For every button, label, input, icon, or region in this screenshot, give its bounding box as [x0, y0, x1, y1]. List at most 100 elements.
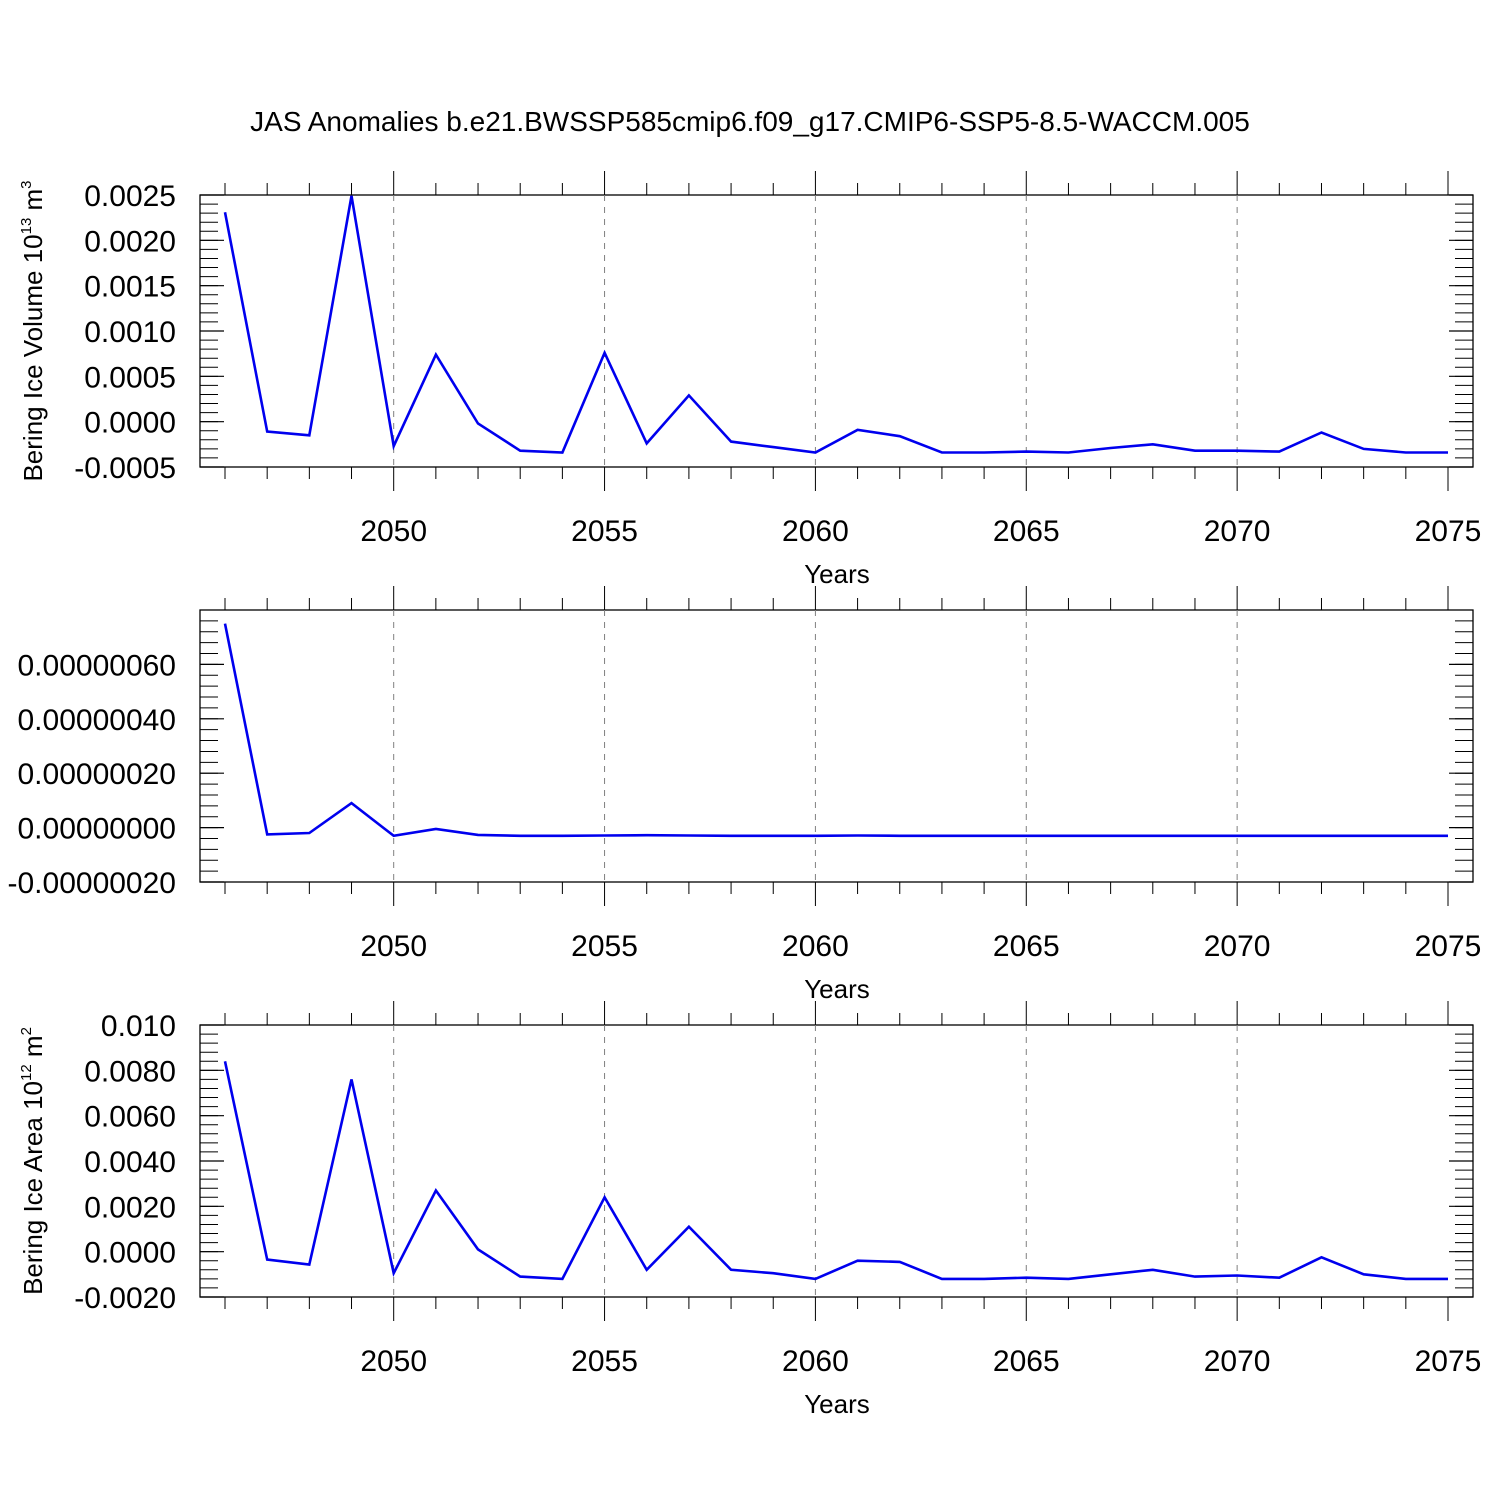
data-point: [560, 834, 564, 838]
data-point: [729, 440, 733, 444]
data-point: [1193, 1275, 1197, 1279]
x-axis-label: Years: [804, 1389, 870, 1419]
data-point: [771, 1271, 775, 1275]
data-point: [518, 1275, 522, 1279]
data-point: [1109, 446, 1113, 450]
data-point: [392, 1271, 396, 1275]
data-point: [1446, 834, 1450, 838]
data-point: [434, 353, 438, 357]
data-point: [1151, 834, 1155, 838]
data-point: [476, 421, 480, 425]
y-tick-label: 0.010: [101, 1010, 176, 1043]
x-tick-label: 2065: [993, 1345, 1060, 1378]
data-point: [1319, 834, 1323, 838]
x-tick-label: 2060: [782, 515, 849, 548]
data-point: [603, 351, 607, 355]
y-tick-label: 0.0015: [84, 271, 176, 304]
data-point: [687, 393, 691, 397]
series-line: [223, 623, 1448, 838]
y-tick-label: 0.0040: [84, 1146, 176, 1179]
data-point: [813, 450, 817, 454]
data-point: [1109, 1272, 1113, 1276]
x-tick-label: 2065: [993, 515, 1060, 548]
x-tick-label: 2060: [782, 930, 849, 963]
data-point: [1362, 447, 1366, 451]
data-point: [603, 1195, 607, 1199]
data-point: [265, 832, 269, 836]
data-point: [771, 445, 775, 449]
data-point: [1277, 834, 1281, 838]
data-point: [1151, 1268, 1155, 1272]
data-point: [350, 1077, 354, 1081]
y-tick-label: 0.00000000: [18, 813, 177, 846]
y-tick-label: 0.00000020: [18, 758, 177, 791]
data-point: [729, 834, 733, 838]
y-axis-label: Bering Ice Volume 1013 m3: [18, 180, 48, 481]
data-point: [307, 831, 311, 835]
x-tick-label: 2055: [571, 930, 638, 963]
data-point: [1362, 1272, 1366, 1276]
y-axis-label: Bering Ice Area 1012 m2: [18, 1027, 48, 1295]
data-point: [223, 1059, 227, 1063]
y-tick-label: -0.0005: [74, 452, 176, 485]
series-line: [223, 195, 1448, 454]
data-point: [476, 1247, 480, 1251]
data-point: [813, 1277, 817, 1281]
data-point: [898, 434, 902, 438]
data-point: [982, 1277, 986, 1281]
data-point: [1066, 834, 1070, 838]
y-tick-label: 0.0020: [84, 225, 176, 258]
data-point: [898, 1260, 902, 1264]
data-point: [1319, 431, 1323, 435]
y-tick-label: -0.00000020: [8, 867, 177, 900]
figure-title: JAS Anomalies b.e21.BWSSP585cmip6.f09_g1…: [250, 106, 1250, 137]
y-tick-label: 0.00000060: [18, 649, 177, 682]
data-point: [350, 194, 354, 198]
data-point: [687, 1225, 691, 1229]
data-point: [223, 622, 227, 626]
chart-panel-3: 2050 2055 2060 2065 2070 2075 -0.0020 0.0000 0.0…: [18, 1001, 1481, 1419]
data-point: [1066, 1277, 1070, 1281]
data-point: [434, 827, 438, 831]
x-tick-label: 2075: [1415, 930, 1482, 963]
data-point: [265, 430, 269, 434]
x-tick-label: 2055: [571, 1345, 638, 1378]
x-tick-label: 2070: [1204, 515, 1271, 548]
data-point: [1404, 450, 1408, 454]
data-point: [265, 1258, 269, 1262]
data-point: [982, 450, 986, 454]
panels: 2050 2055 2060 2065 2070 2075 -0.0005 0.0000 0.0…: [8, 171, 1482, 1419]
x-tick-label: 2065: [993, 930, 1060, 963]
data-point: [603, 833, 607, 837]
data-point: [687, 833, 691, 837]
x-tick-label: 2070: [1204, 1345, 1271, 1378]
y-tick-label: 0.00000040: [18, 704, 177, 737]
data-point: [813, 834, 817, 838]
data-point: [223, 210, 227, 214]
y-tick-label: 0.0005: [84, 361, 176, 394]
data-point: [856, 428, 860, 432]
data-point: [771, 834, 775, 838]
data-point: [1109, 834, 1113, 838]
data-point: [1277, 1276, 1281, 1280]
data-point: [1319, 1255, 1323, 1259]
x-tick-label: 2060: [782, 1345, 849, 1378]
y-tick-label: 0.0020: [84, 1191, 176, 1224]
x-tick-label: 2055: [571, 515, 638, 548]
data-point: [729, 1268, 733, 1272]
data-point: [392, 834, 396, 838]
data-point: [645, 441, 649, 445]
data-point: [856, 833, 860, 837]
data-point: [1151, 442, 1155, 446]
data-point: [434, 1188, 438, 1192]
chart-panel-1: 2050 2055 2060 2065 2070 2075 -0.0005 0.0000 0.0…: [18, 171, 1481, 589]
data-point: [1235, 834, 1239, 838]
data-point: [856, 1259, 860, 1263]
data-point: [940, 834, 944, 838]
series-line: [223, 1061, 1448, 1281]
data-point: [1235, 1273, 1239, 1277]
y-tick-label: 0.0060: [84, 1101, 176, 1134]
data-point: [645, 833, 649, 837]
data-point: [645, 1268, 649, 1272]
